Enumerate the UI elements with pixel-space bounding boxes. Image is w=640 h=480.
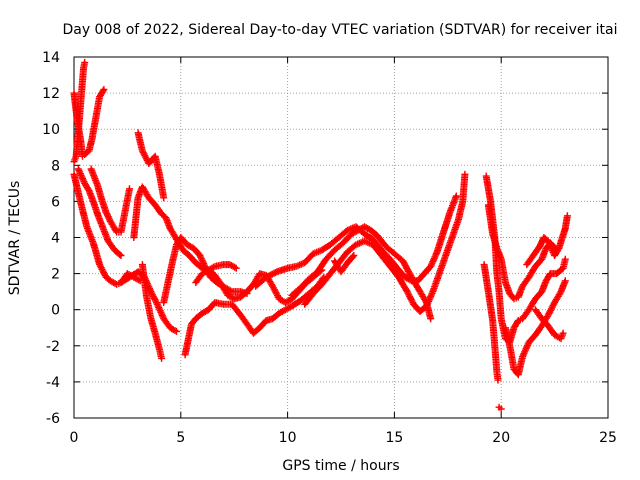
x-tick-label: 25 <box>599 430 617 446</box>
series-arc-13 <box>252 192 460 290</box>
series-arc-20 <box>495 403 505 413</box>
marker-trace <box>495 403 505 413</box>
marker-trace <box>523 212 571 269</box>
y-axis: -6 -4 -2 0 2 4 6 8 10 12 14 <box>42 50 608 427</box>
series-arc-5 <box>87 165 133 236</box>
y-tick-label: 8 <box>51 158 60 174</box>
series-arc-23 <box>523 212 571 269</box>
x-tick-label: 5 <box>176 430 185 446</box>
series-arc-17 <box>482 172 569 346</box>
chart-title: Day 008 of 2022, Sidereal Day-to-day VTE… <box>62 22 617 38</box>
y-tick-label: -6 <box>46 411 60 427</box>
series-arc-7 <box>130 183 240 274</box>
marker-trace <box>252 192 460 290</box>
y-tick-label: 0 <box>51 303 60 319</box>
series-arc-22 <box>531 306 567 343</box>
x-axis-label: GPS time / hours <box>282 458 399 474</box>
marker-trace <box>134 129 168 202</box>
marker-trace <box>331 252 358 276</box>
series-arc-15 <box>301 170 469 315</box>
marker-trace <box>70 58 89 166</box>
series-arc-19 <box>480 261 502 384</box>
marker-trace <box>130 183 240 274</box>
data-series <box>70 58 571 413</box>
y-tick-label: 14 <box>42 50 60 66</box>
y-tick-label: -2 <box>46 339 60 355</box>
marker-trace <box>301 170 469 315</box>
x-tick-label: 20 <box>492 430 510 446</box>
series-arc-21 <box>502 277 569 379</box>
series-arc-4 <box>74 165 125 259</box>
x-tick-label: 0 <box>70 430 79 446</box>
x-tick-label: 10 <box>279 430 297 446</box>
marker-trace <box>531 306 567 343</box>
marker-trace <box>160 234 251 306</box>
series-arc-14 <box>288 223 435 323</box>
x-tick-label: 15 <box>385 430 403 446</box>
series-arc-16 <box>331 252 358 276</box>
y-tick-label: 10 <box>42 122 60 138</box>
marker-trace <box>138 261 166 362</box>
x-axis: 0 5 10 15 20 25 <box>70 57 617 446</box>
marker-trace <box>288 223 435 323</box>
series-arc-6 <box>134 129 168 202</box>
series-arc-2 <box>70 58 89 166</box>
marker-trace <box>502 277 569 379</box>
marker-trace <box>70 170 144 288</box>
marker-trace <box>181 273 328 359</box>
y-tick-label: 4 <box>51 231 60 247</box>
y-tick-label: -4 <box>46 375 60 391</box>
y-axis-label: SDTVAR / TECUs <box>7 181 23 296</box>
y-tick-label: 6 <box>51 194 60 210</box>
marker-trace <box>74 165 125 259</box>
marker-trace <box>87 165 133 236</box>
series-arc-18 <box>484 201 561 303</box>
series-arc-9 <box>138 261 166 362</box>
y-tick-label: 12 <box>42 86 60 102</box>
marker-trace <box>484 201 561 303</box>
marker-trace <box>482 172 569 346</box>
marker-trace <box>480 261 502 384</box>
y-tick-label: 2 <box>51 267 60 283</box>
